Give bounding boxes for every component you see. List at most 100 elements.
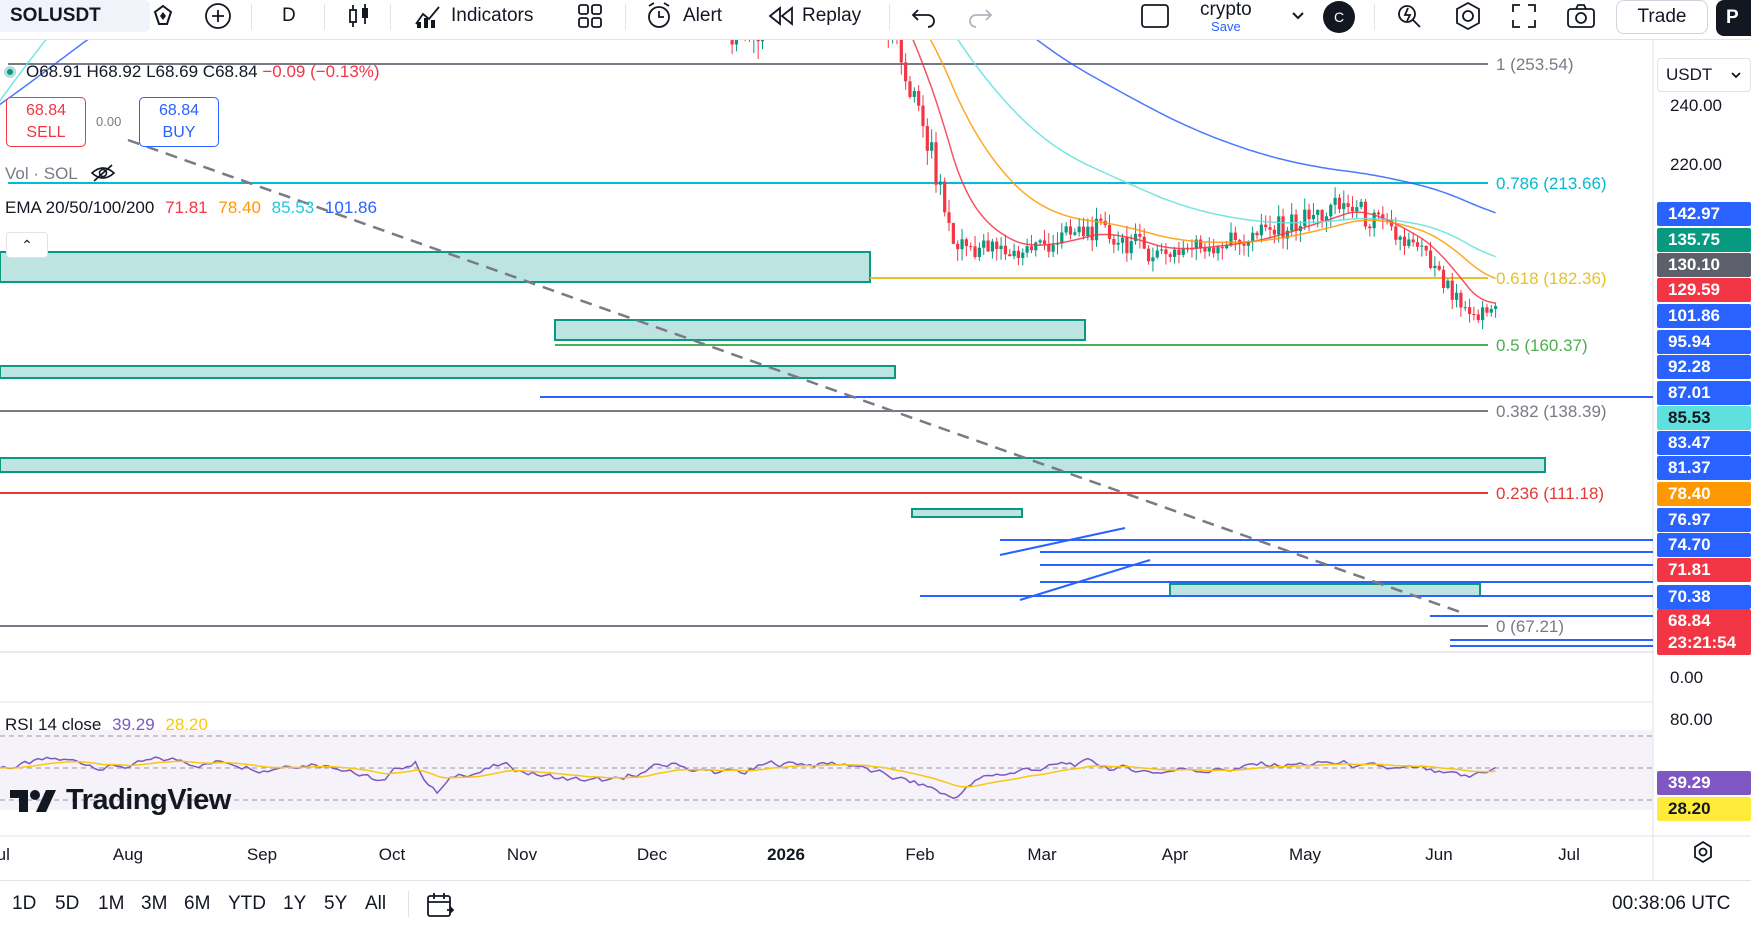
alert-button[interactable]: Alert: [645, 0, 722, 32]
candle: [1476, 309, 1480, 324]
camera-icon[interactable]: [1566, 0, 1596, 32]
candle: [1025, 238, 1029, 258]
undo-icon[interactable]: [910, 0, 938, 32]
candle-body: [1012, 250, 1016, 257]
candle-body: [1168, 254, 1172, 257]
candle-body: [1494, 306, 1498, 309]
symbol-search[interactable]: [0, 0, 150, 32]
price-tag: 92.28: [1657, 355, 1751, 379]
ema-label: EMA 20/50/100/200: [5, 198, 155, 217]
currency-label: USDT: [1666, 65, 1713, 84]
rsi-band: [0, 730, 1653, 810]
layouts-icon[interactable]: [577, 0, 603, 32]
zone-rectangle: [0, 251, 871, 283]
candle-body: [1029, 246, 1034, 251]
candle: [1454, 283, 1459, 308]
range-6m-button[interactable]: 6M: [184, 893, 211, 914]
range-ytd-button[interactable]: YTD: [228, 893, 266, 914]
range-3m-button[interactable]: 3M: [141, 893, 168, 914]
candle-body: [1411, 239, 1415, 243]
candle-body: [1450, 280, 1454, 300]
chevron-down-icon: [1731, 72, 1741, 79]
candle: [1238, 238, 1242, 256]
time-axis-label: Jul: [1558, 845, 1580, 864]
fib-level-label: 0.382 (138.39): [1496, 402, 1607, 421]
price-tag: 83.47: [1657, 431, 1751, 455]
favorite-icon[interactable]: [150, 0, 176, 32]
redo-icon[interactable]: [966, 0, 994, 32]
indicators-button[interactable]: Indicators: [413, 0, 533, 32]
candle: [1047, 233, 1051, 258]
price-tag: 95.94: [1657, 330, 1751, 354]
range-1m-button[interactable]: 1M: [98, 893, 125, 914]
price-chart[interactable]: 1 (253.54) 0.786 (213.66) 0.618 (182.36) 0.…: [0, 0, 1751, 880]
candle: [1203, 242, 1207, 259]
interval-button[interactable]: D: [282, 5, 296, 26]
time-axis-label: Jun: [1425, 845, 1452, 864]
ohlc-high: H68.92: [86, 62, 142, 81]
utc-clock[interactable]: 00:38:06 UTC: [1612, 893, 1731, 914]
zone-rectangle: [911, 508, 1023, 518]
currency-select[interactable]: USDT: [1657, 58, 1751, 92]
layout-box-icon[interactable]: [1140, 0, 1170, 32]
zone-rectangle: [0, 365, 896, 379]
hidden-eye-icon[interactable]: [90, 163, 116, 183]
candle: [1463, 301, 1467, 312]
symbol-name[interactable]: SOLUSDT: [10, 5, 101, 26]
candle: [960, 228, 964, 261]
ema50-value: 78.40: [218, 198, 261, 217]
candle-body: [947, 212, 951, 223]
candle-body: [995, 241, 999, 250]
candle-body: [904, 62, 908, 82]
candle: [1094, 207, 1099, 247]
sell-button[interactable]: 68.84 SELL: [6, 97, 86, 147]
candle: [1446, 278, 1450, 290]
publish-button[interactable]: P: [1716, 0, 1751, 36]
replay-button[interactable]: Replay: [766, 0, 861, 32]
calendar-icon[interactable]: [425, 890, 455, 925]
range-5y-button[interactable]: 5Y: [324, 893, 348, 914]
volume-legend[interactable]: Vol · SOL: [5, 163, 116, 184]
candle: [1090, 216, 1094, 252]
candle: [1103, 211, 1107, 228]
time-axis-label: Aug: [113, 845, 143, 864]
collapse-legend-button[interactable]: ⌃: [6, 232, 48, 258]
layout-name-button[interactable]: crypto Save: [1200, 0, 1252, 40]
ema-legend[interactable]: EMA 20/50/100/200 71.81 78.40 85.53 101.…: [5, 198, 377, 218]
rsi-legend[interactable]: RSI 14 close 39.29 28.20: [5, 715, 208, 735]
quick-search-icon[interactable]: [1395, 0, 1425, 32]
indicators-icon: [415, 6, 440, 28]
candle: [1320, 209, 1324, 228]
candle-body: [1181, 248, 1185, 255]
candle: [1433, 256, 1437, 277]
candle: [1407, 232, 1411, 249]
fullscreen-icon[interactable]: [1510, 0, 1538, 32]
candle-body: [912, 91, 916, 97]
range-1y-button[interactable]: 1Y: [283, 893, 307, 914]
candle: [1146, 245, 1151, 265]
range-5d-button[interactable]: 5D: [55, 893, 80, 914]
chevron-down-icon[interactable]: [1290, 0, 1306, 32]
range-all-button[interactable]: All: [365, 893, 387, 914]
candle: [982, 233, 986, 255]
candle-body: [1359, 201, 1363, 208]
candle-body: [1081, 226, 1086, 237]
candle-body: [1177, 249, 1181, 255]
candle: [1242, 234, 1246, 256]
rsi-ma-line: [0, 760, 1496, 788]
avatar[interactable]: C: [1323, 1, 1355, 33]
price-tag: 70.38: [1657, 585, 1751, 609]
trade-button[interactable]: Trade: [1616, 0, 1708, 34]
axis-settings-icon[interactable]: [1690, 839, 1716, 870]
candle-body: [1233, 232, 1237, 240]
candle: [1216, 244, 1220, 261]
range-1d-button[interactable]: 1D: [12, 893, 37, 914]
candle-body: [1164, 249, 1168, 255]
add-symbol-icon[interactable]: [204, 0, 232, 32]
candles-icon[interactable]: [346, 0, 372, 32]
buy-button[interactable]: 68.84 BUY: [139, 97, 219, 147]
ohlc-change: −0.09 (−0.13%): [262, 62, 380, 81]
settings-icon[interactable]: [1453, 0, 1483, 32]
candle-body: [1047, 244, 1051, 252]
candle: [995, 237, 999, 261]
